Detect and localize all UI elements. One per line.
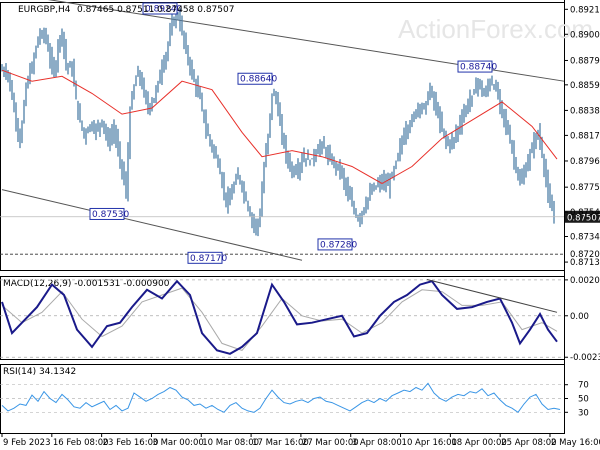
time-tick-label: 16 Feb 08:00 (53, 438, 109, 448)
price-tick-label: 0.87135 (570, 258, 600, 268)
price-tick-label: 0.88175 (570, 131, 600, 141)
time-tick-label: 18 Apr 00:00 (451, 438, 506, 448)
time-tick-label: 2 May 16:00 (551, 438, 600, 448)
price-annotation-box (317, 238, 353, 251)
macd-tick-label: -0.002398 (570, 353, 600, 363)
rsi-tick-label: 30 (578, 408, 589, 418)
macd-trendline (426, 278, 558, 313)
lower-channel-line (1, 189, 303, 261)
price-tick-label: 0.87965 (570, 157, 600, 167)
price-annotation-label: 0.87530 (92, 210, 129, 220)
time-tick-label: 9 Feb 2023 (3, 438, 51, 448)
rsi-title: RSI(14) 34.1342 (3, 367, 76, 377)
price-annotation-box (142, 2, 178, 15)
chart-symbol: EURGBP,H4 (18, 5, 71, 15)
macd-line (1, 279, 558, 355)
price-tick-label: 0.87345 (570, 233, 600, 243)
macd-title: MACD(12,26,9) -0.001531 -0.000900 (3, 279, 170, 289)
current-price-marker (565, 210, 600, 223)
price-annotation-box (187, 251, 223, 264)
rsi-tick-label: 50 (578, 395, 589, 405)
time-tick-label: 3 Apr 08:00 (352, 438, 402, 448)
price-tick-label: 0.89005 (570, 30, 600, 40)
price-annotation-label: 0.89240 (145, 5, 182, 15)
time-tick-label: 25 Apr 08:00 (501, 438, 556, 448)
price-annotation-box (89, 207, 125, 220)
rsi-panel-frame (0, 364, 565, 434)
time-tick-label: 10 Mar 08:00 (202, 438, 259, 448)
time-tick-label: 27 Mar 00:00 (302, 438, 359, 448)
time-tick-label: 17 Mar 16:00 (252, 438, 309, 448)
current-price-label: 0.87507 (567, 213, 600, 223)
macd-tick-label: 0.00 (570, 312, 589, 322)
time-tick-label: 23 Feb 16:00 (103, 438, 159, 448)
macd-tick-label: 0.002075 (570, 276, 600, 286)
price-annotation-label: 0.88740 (460, 63, 497, 73)
rsi-tick-label: 70 (578, 381, 589, 391)
price-annotation-box (237, 72, 273, 85)
price-annotation-label: 0.87280 (320, 240, 357, 250)
time-tick-label: 10 Apr 16:00 (402, 438, 457, 448)
price-annotation-box (457, 60, 493, 73)
chart-ohlc: 0.87465 0.87511 0.87458 0.87507 (77, 5, 234, 15)
rsi-line (1, 382, 561, 413)
watermark: ActionForex.com (398, 14, 593, 44)
price-annotation-label: 0.88640 (240, 75, 277, 85)
price-annotation-label: 0.87170 (190, 254, 227, 264)
time-tick-label: 3 Mar 00:00 (152, 438, 203, 448)
moving-average-line (1, 69, 558, 185)
price-tick-label: 0.87545 (570, 208, 600, 218)
